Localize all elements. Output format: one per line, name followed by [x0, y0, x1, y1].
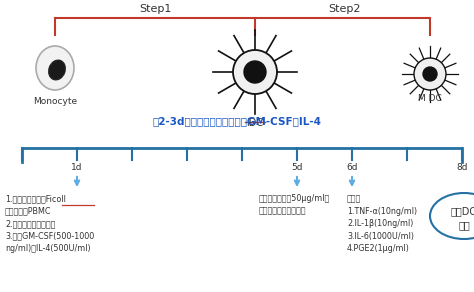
Text: 1d: 1d [71, 163, 83, 172]
Ellipse shape [414, 58, 446, 90]
Ellipse shape [233, 50, 277, 94]
Text: Step1: Step1 [139, 4, 171, 14]
Text: Step2: Step2 [329, 4, 361, 14]
Text: 细胞: 细胞 [458, 220, 470, 230]
Text: 获得DC: 获得DC [451, 206, 474, 216]
Text: M DC: M DC [418, 94, 442, 103]
Text: 4.PGE2(1μg/ml): 4.PGE2(1μg/ml) [347, 244, 410, 253]
Text: 2.IL-1β(10ng/ml): 2.IL-1β(10ng/ml) [347, 219, 413, 228]
Text: iDC: iDC [246, 118, 264, 128]
Text: 1.血细胞分离机或Ficoll: 1.血细胞分离机或Ficoll [5, 194, 66, 203]
Text: Monocyte: Monocyte [33, 97, 77, 106]
Text: 分离外周血PBMC: 分离外周血PBMC [5, 206, 52, 215]
Text: 2.贴壁法获得单核细胞: 2.贴壁法获得单核细胞 [5, 219, 55, 228]
Text: ng/ml)和IL-4(500U/ml): ng/ml)和IL-4(500U/ml) [5, 244, 91, 253]
Ellipse shape [36, 46, 74, 90]
Text: 3.加入GM-CSF(500-1000: 3.加入GM-CSF(500-1000 [5, 232, 94, 241]
Text: 6d: 6d [346, 163, 358, 172]
Text: 8d: 8d [456, 163, 468, 172]
Text: 加入：: 加入： [347, 194, 361, 203]
Ellipse shape [423, 67, 437, 81]
Ellipse shape [49, 60, 65, 80]
Text: 敵2-3d半量换液一次，并补加GM-CSF和IL-4: 敵2-3d半量换液一次，并补加GM-CSF和IL-4 [153, 116, 321, 126]
Ellipse shape [244, 61, 266, 83]
Text: 3.IL-6(1000U/ml): 3.IL-6(1000U/ml) [347, 232, 414, 241]
Text: 或抗原肽（可选步骤）: 或抗原肽（可选步骤） [259, 206, 307, 215]
Text: 5d: 5d [291, 163, 303, 172]
Text: 1.TNF-α(10ng/ml): 1.TNF-α(10ng/ml) [347, 206, 417, 215]
Ellipse shape [430, 193, 474, 239]
Text: 加入肿瘾抗原（50μg/ml）: 加入肿瘾抗原（50μg/ml） [259, 194, 330, 203]
